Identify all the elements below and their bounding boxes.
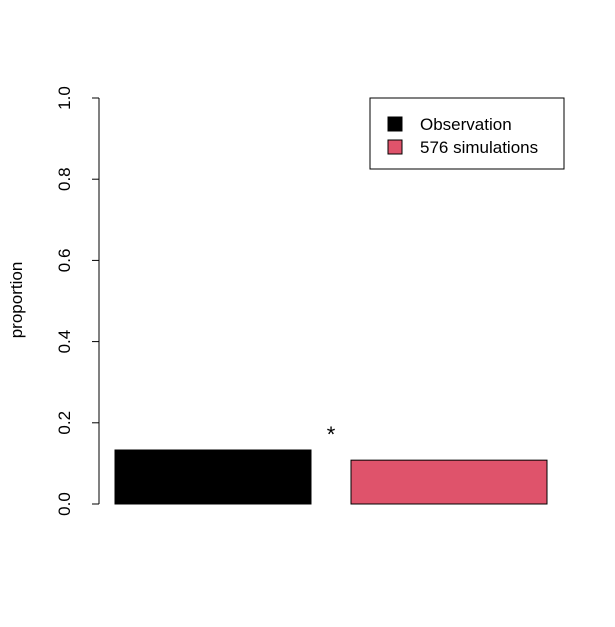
- y-tick-label: 0.6: [55, 249, 74, 273]
- legend-label: 576 simulations: [420, 138, 538, 157]
- bars: [114, 449, 548, 505]
- y-axis: 0.0 0.2 0.4 0.6 0.8 1.0: [55, 86, 100, 516]
- legend-box: [369, 97, 565, 170]
- legend-label: Observation: [420, 115, 512, 134]
- y-tick-label: 1.0: [55, 86, 74, 110]
- y-axis-label: proportion: [7, 262, 26, 339]
- legend-swatch: [387, 116, 403, 132]
- y-tick-label: 0.8: [55, 167, 74, 191]
- significance-annotation: *: [327, 422, 336, 447]
- bar-observation: [114, 449, 312, 505]
- y-tick-label: 0.0: [55, 492, 74, 516]
- y-tick-label: 0.4: [55, 330, 74, 354]
- y-tick-label: 0.2: [55, 411, 74, 435]
- legend-swatch: [387, 139, 403, 155]
- bar-simulations: [350, 459, 548, 505]
- legend: Observation 576 simulations: [369, 97, 565, 170]
